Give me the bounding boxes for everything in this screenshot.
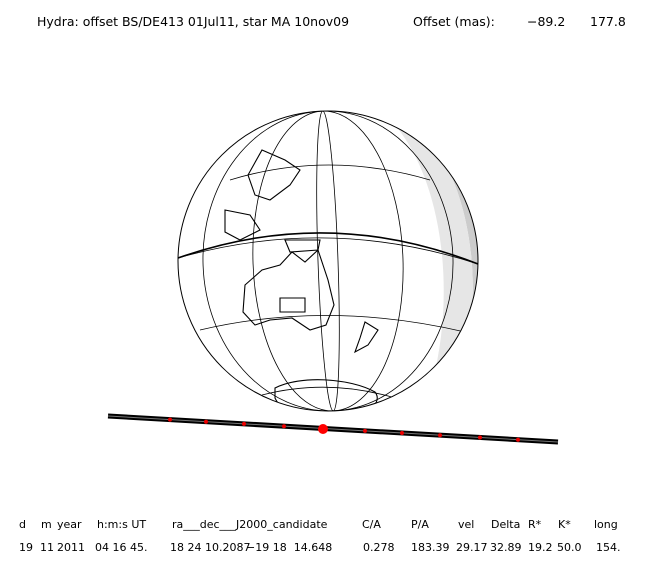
column-header: Delta <box>491 518 520 531</box>
globe <box>177 110 479 412</box>
table-cell: 50.0 <box>557 541 582 554</box>
table-cell: 19 <box>19 541 33 554</box>
table-cell: 183.39 <box>411 541 450 554</box>
table-cell: −19 18 14.648 <box>246 541 332 554</box>
column-header: P/A <box>411 518 429 531</box>
table-cell: 2011 <box>57 541 85 554</box>
table-cell: 32.89 <box>490 541 522 554</box>
shadow-path <box>107 413 559 445</box>
column-header: C/A <box>362 518 381 531</box>
offset-label: Offset (mas): <box>413 14 495 29</box>
column-header: year <box>57 518 82 531</box>
table-cell: 0.278 <box>363 541 395 554</box>
table-cell: 154. <box>596 541 621 554</box>
column-header: h:m:s UT <box>97 518 146 531</box>
table-cell: 29.17 <box>456 541 488 554</box>
column-header: ra___dec___J2000_candidate <box>172 518 328 531</box>
column-header: long <box>594 518 618 531</box>
column-header: m <box>41 518 52 531</box>
closest-approach <box>318 424 328 434</box>
table-cell: 11 <box>40 541 54 554</box>
offset-value: 177.8 <box>590 14 626 29</box>
table-cell: 04 16 45. <box>95 541 147 554</box>
labels: Hydra: offset BS/DE413 01Jul11, star MA … <box>19 14 626 554</box>
offset-value: −89.2 <box>527 14 565 29</box>
column-header: R* <box>528 518 542 531</box>
column-header: vel <box>458 518 474 531</box>
table-cell: 18 24 10.2087 <box>170 541 250 554</box>
column-header: d <box>19 518 26 531</box>
title: Hydra: offset BS/DE413 01Jul11, star MA … <box>37 14 349 29</box>
column-header: K* <box>558 518 571 531</box>
table-cell: 19.2 <box>528 541 553 554</box>
